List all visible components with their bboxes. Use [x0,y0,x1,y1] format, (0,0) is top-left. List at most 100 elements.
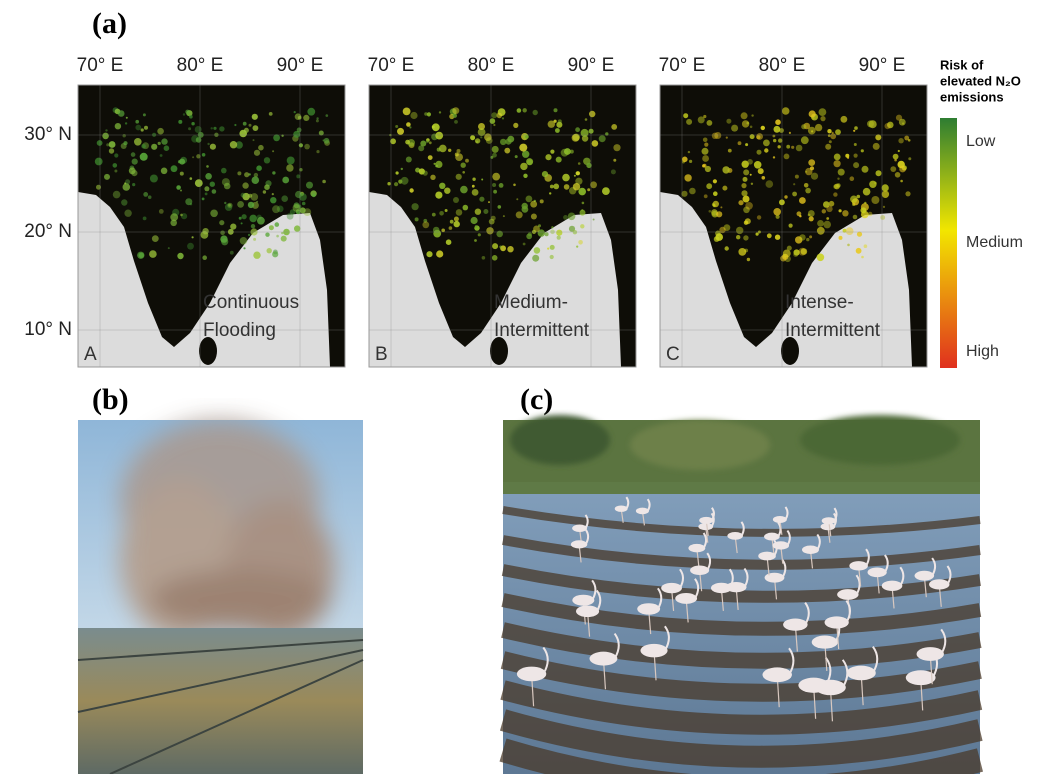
risk-speckle [432,125,435,128]
risk-speckle [475,138,480,143]
risk-speckle [774,126,781,133]
longitude-label: 70° E [659,55,706,76]
risk-speckle [890,166,896,172]
risk-speckle [741,183,746,188]
flamingo-body [572,595,594,606]
flamingo-body [837,589,858,600]
risk-speckle [312,193,316,197]
panel-label: (b) [92,383,129,416]
risk-speckle [157,128,164,135]
risk-speckle [819,108,827,116]
risk-speckle [703,115,706,118]
risk-speckle [281,195,288,202]
risk-speckle [97,140,103,146]
risk-speckle [550,245,555,250]
risk-speckle [555,128,560,133]
risk-speckle [265,233,269,237]
risk-speckle [716,211,722,217]
risk-speckle [799,234,805,240]
risk-speckle [861,256,864,259]
risk-speckle [745,202,753,210]
risk-speckle [703,138,708,143]
risk-speckle [397,128,404,135]
risk-speckle [134,138,142,146]
flamingo-body [690,565,709,575]
risk-speckle [256,201,258,203]
risk-speckle [272,150,274,152]
risk-speckle [522,151,529,158]
risk-speckle [437,148,441,152]
risk-speckle [853,162,859,168]
risk-speckle [805,188,811,194]
risk-speckle [558,119,562,123]
risk-speckle [183,113,185,115]
risk-speckle [176,185,181,190]
risk-speckle [797,211,802,216]
risk-speckle [253,252,260,259]
risk-speckle [435,132,443,140]
risk-speckle [568,213,576,221]
risk-speckle [219,220,224,225]
risk-speckle [219,126,224,131]
risk-speckle [410,112,417,119]
risk-speckle [239,130,247,138]
risk-speckle [827,129,831,133]
map-panel: AContinuousFlooding [78,85,345,367]
flamingo-body [815,680,846,695]
flamingo-body [765,573,785,583]
risk-speckle [435,192,442,199]
risk-speckle [252,114,258,120]
island [490,337,508,365]
risk-speckle [613,159,616,162]
risk-speckle [545,232,549,236]
risk-speckle [480,136,482,138]
risk-speckle [525,135,529,139]
risk-speckle [472,185,475,188]
risk-speckle [522,203,528,209]
map-caption: Intermittent [785,320,881,341]
risk-speckle [829,201,835,207]
risk-speckle [531,214,537,220]
risk-speckle [460,186,468,194]
risk-speckle [593,219,595,221]
risk-speckle [493,124,495,126]
risk-speckle [751,114,753,116]
risk-speckle [150,175,158,183]
risk-speckle [161,138,167,144]
risk-speckle [805,171,807,173]
risk-speckle [316,119,319,122]
flamingo-body [764,533,780,541]
risk-speckle [269,112,273,116]
risk-speckle [300,207,306,213]
risk-speckle [880,215,885,220]
risk-speckle [230,141,237,148]
risk-speckle [762,176,766,180]
risk-speckle [220,235,227,242]
risk-speckle [893,154,899,160]
map-letter: B [375,344,388,365]
risk-speckle [773,156,775,158]
risk-speckle [270,197,276,203]
risk-speckle [507,136,514,143]
map-panel: BMedium-Intermittent [369,85,636,367]
risk-speckle [491,216,496,221]
risk-speckle [297,128,302,133]
flamingo-body [688,544,705,552]
risk-speckle [822,209,826,213]
risk-speckle [826,206,832,212]
risk-speckle [864,202,866,204]
risk-speckle [296,174,300,178]
risk-speckle [492,183,496,187]
risk-speckle [452,107,459,114]
risk-speckle [403,108,411,116]
risk-speckle [812,117,815,120]
flamingo-body [637,603,660,614]
map-caption: Flooding [203,320,276,341]
risk-speckle [205,193,208,196]
risk-speckle [808,159,815,166]
risk-speckle [589,111,595,117]
risk-speckle [481,179,483,181]
risk-speckle [602,187,610,195]
flamingo-body [915,571,935,581]
risk-speckle [854,126,858,130]
